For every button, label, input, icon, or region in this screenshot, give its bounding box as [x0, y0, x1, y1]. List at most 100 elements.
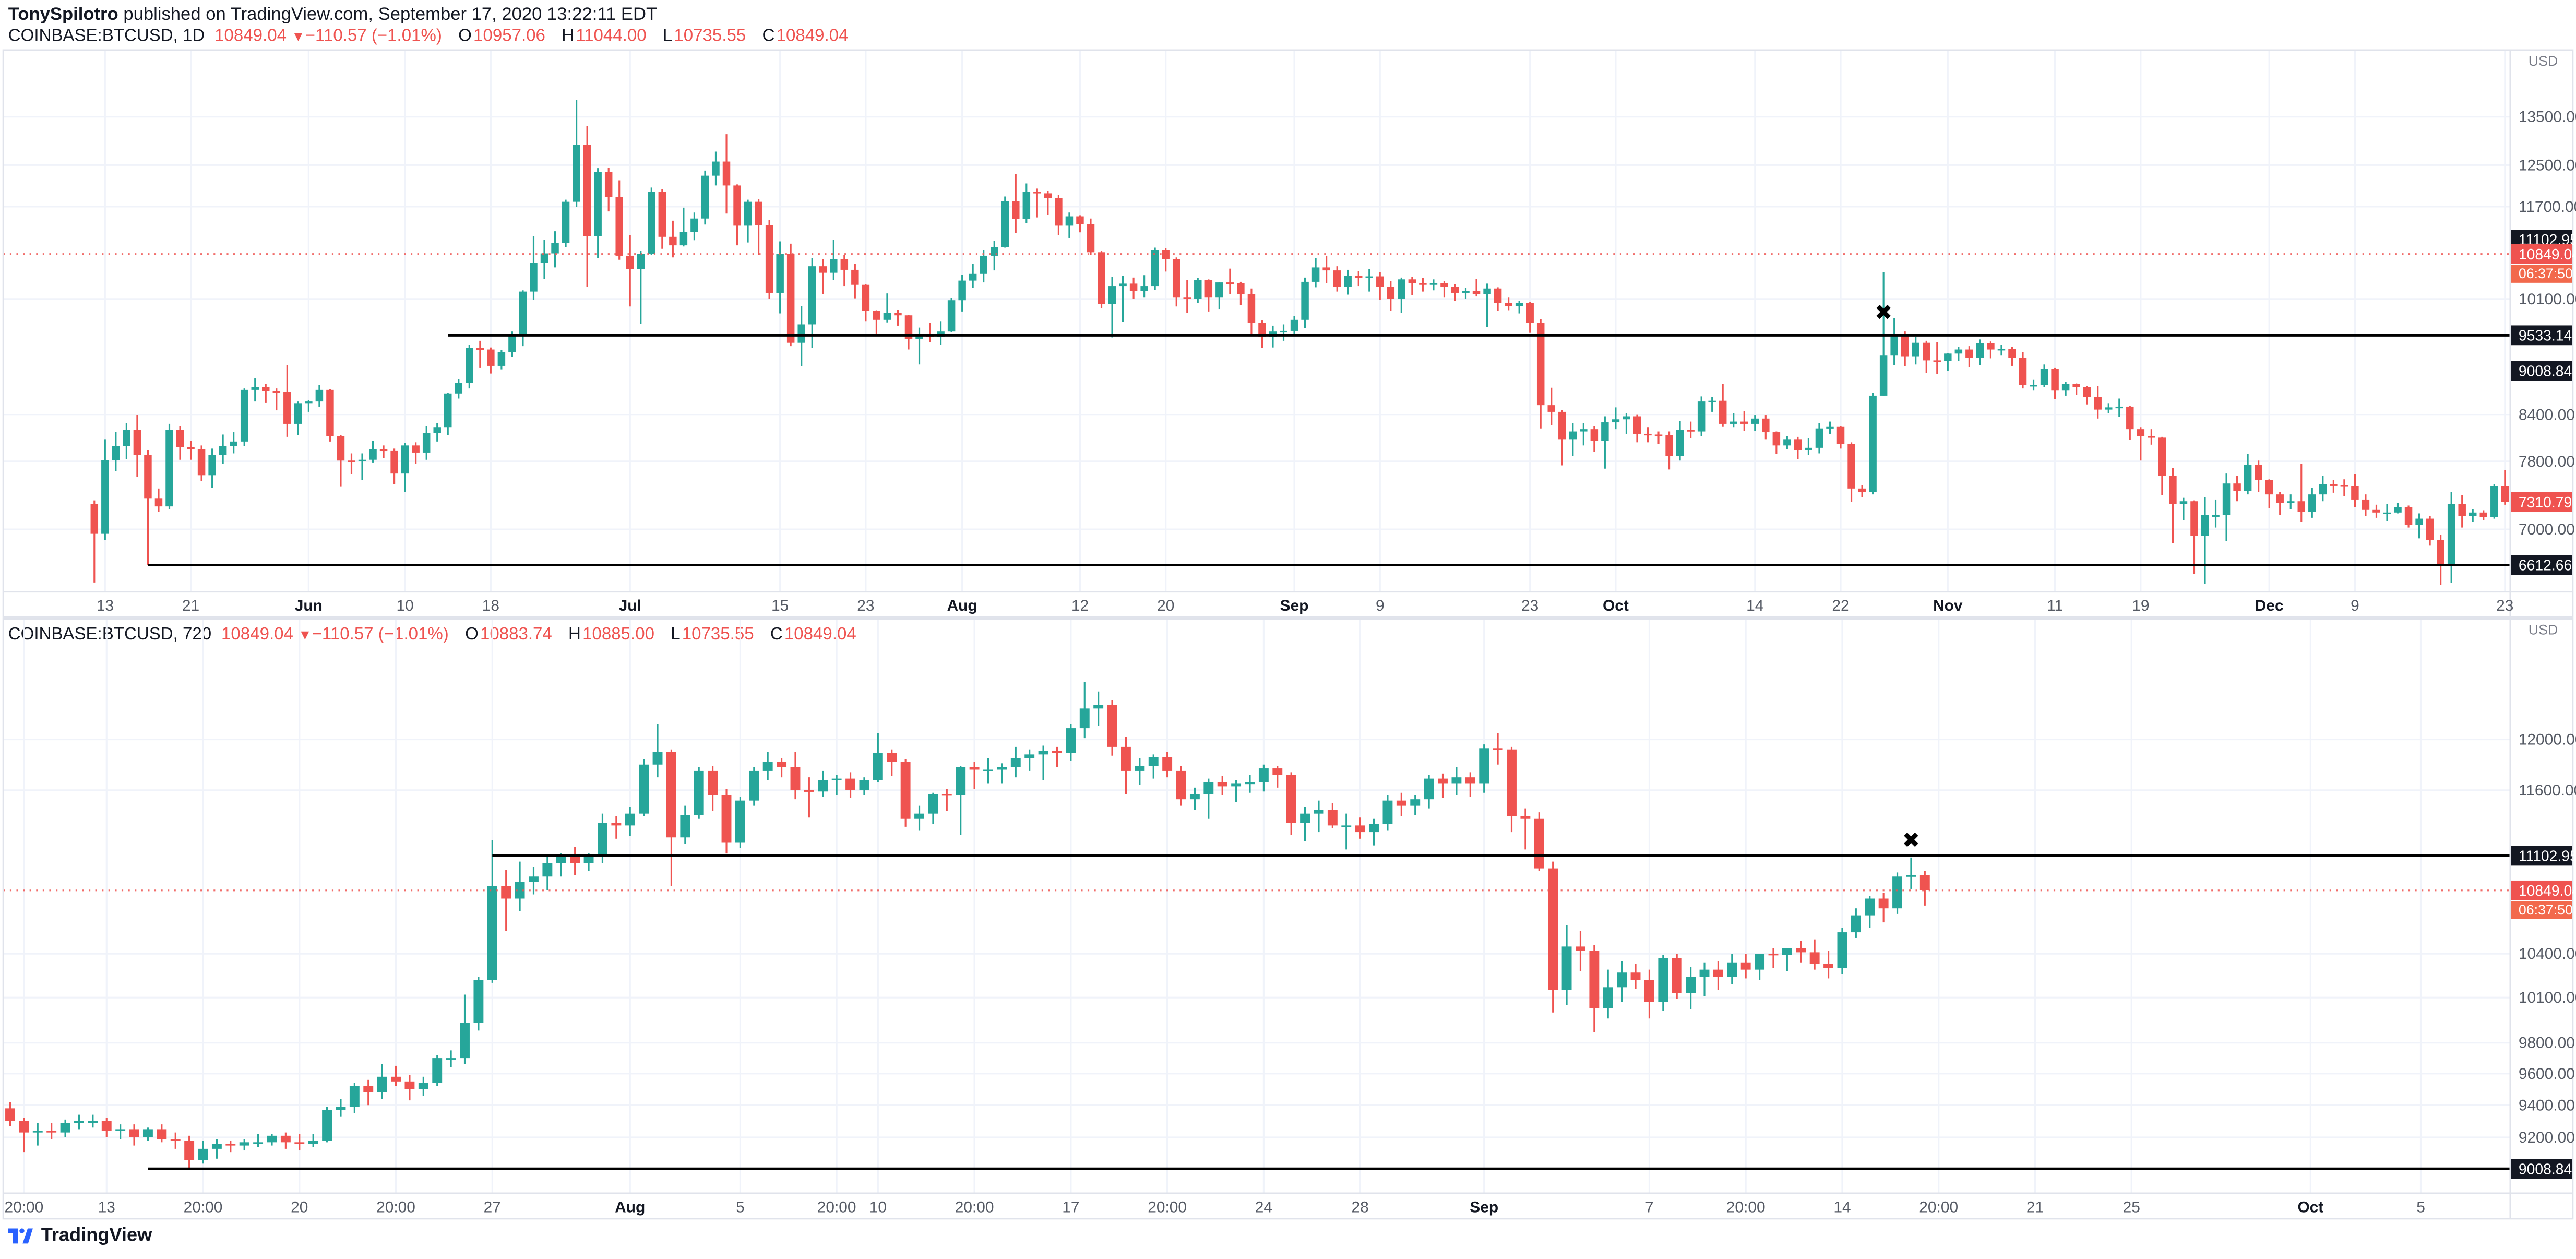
candle-body	[969, 767, 980, 770]
candle-body	[280, 1135, 291, 1143]
candle-body	[1033, 192, 1041, 194]
chart2-symbol[interactable]: COINBASE:BTCUSD, 720	[8, 624, 212, 645]
candle-body	[336, 1107, 346, 1110]
candle-body	[1365, 276, 1373, 278]
x-axis-tick-label: 28	[1352, 1198, 1369, 1216]
x-axis-tick-label: Aug	[615, 1198, 645, 1216]
y-axis-tick-label: 10400.00	[2519, 945, 2576, 963]
x-axis-tick-label: 23	[2496, 597, 2513, 614]
candle-body	[187, 447, 195, 449]
candle-body	[1204, 280, 1213, 298]
candle-body	[790, 767, 801, 790]
candle-body	[1507, 749, 1517, 816]
last-price-label	[2511, 880, 2572, 900]
candle-body	[1755, 954, 1765, 970]
candle-body	[1189, 794, 1200, 800]
candle-body	[337, 436, 345, 461]
candle-body	[1215, 282, 1223, 298]
x-axis-tick-label: Nov	[1933, 597, 1963, 614]
y-axis-tick-label: 12500.00	[2519, 157, 2576, 174]
candle-body	[2030, 385, 2037, 387]
candle-body	[712, 161, 720, 176]
candle-body	[859, 780, 869, 790]
candle-body	[519, 291, 527, 335]
candle-body	[2255, 464, 2262, 480]
candle-body	[2061, 384, 2070, 391]
candle-body	[1376, 276, 1384, 287]
candle-body	[1272, 768, 1283, 775]
candle-body	[349, 1086, 360, 1107]
candle-body	[2308, 494, 2316, 512]
candle-body	[887, 753, 897, 762]
candle-body	[225, 1144, 236, 1146]
candle-body	[112, 446, 120, 460]
candle-body	[2340, 485, 2348, 487]
y-axis-tick-label: 9400.00	[2519, 1097, 2575, 1114]
candle-body	[2415, 518, 2423, 525]
candle-body	[1713, 969, 1723, 977]
candle-body	[762, 762, 773, 771]
candle-body	[2008, 349, 2016, 358]
candlestick-chart-12h[interactable]: ✖ 12000.00 11600.00 10400.00 10100.00 9800.00…	[0, 617, 2576, 1220]
candle-body	[1079, 708, 1090, 729]
candle-body	[487, 886, 497, 980]
x-axis-tick-label: 7	[1645, 1198, 1654, 1216]
tradingview-brand-text[interactable]: TradingView	[41, 1226, 152, 1246]
candle-body	[418, 1083, 428, 1089]
candle-body	[377, 1076, 387, 1092]
candle-body	[1869, 395, 1877, 492]
candle-body	[956, 767, 966, 795]
x-axis-tick-label: Oct	[2297, 1198, 2323, 1216]
candle-body	[1699, 969, 1710, 977]
candle-body	[487, 349, 495, 366]
candle-body	[1772, 432, 1781, 446]
candle-body	[1465, 777, 1475, 784]
candle-body	[648, 192, 655, 254]
candle-body	[2158, 437, 2166, 476]
candle-body	[466, 348, 473, 383]
x-cross-mark-drawing[interactable]: ✖	[1875, 300, 1892, 325]
candle-body	[1601, 422, 1609, 441]
pane-border	[2, 49, 2574, 618]
candle-body	[1290, 319, 1298, 331]
candle-body	[1108, 286, 1116, 304]
candle-body	[1396, 800, 1406, 806]
candle-body	[1258, 323, 1266, 337]
candle-body	[2437, 540, 2444, 566]
x-axis-tick-label: Jun	[295, 597, 323, 614]
candle-body	[1644, 433, 1652, 436]
x-cross-mark-drawing[interactable]: ✖	[1902, 828, 1920, 853]
candle-body	[1162, 250, 1170, 259]
candle-body	[1826, 426, 1834, 429]
candle-body	[2212, 515, 2220, 517]
candle-body	[176, 430, 184, 447]
candle-body	[404, 1081, 415, 1089]
candle-body	[401, 445, 409, 474]
candle-body	[322, 1110, 332, 1141]
candle-body	[267, 1135, 277, 1143]
candle-body	[2148, 436, 2155, 438]
bar-countdown-text: 06:37:50	[2519, 902, 2573, 918]
candle-body	[390, 450, 398, 474]
x-axis-tick-label: 27	[484, 1198, 501, 1216]
candle-body	[1231, 783, 1242, 787]
candle-body	[363, 1086, 374, 1092]
candle-body	[1493, 748, 1503, 750]
x-axis-tick-label: 21	[182, 597, 199, 614]
candle-body	[583, 145, 591, 236]
price-label-text: 7310.79	[2519, 494, 2572, 511]
candlestick-chart-daily[interactable]: ✖ 13500.00 12500.00 11700.00 10100.00 8400.00…	[0, 49, 2576, 618]
y-axis-tick-label: 10100.00	[2519, 291, 2576, 308]
chart1-change: −110.57 (−1.01%)	[305, 26, 442, 46]
candle-body	[679, 232, 688, 246]
y-axis-tick-label: 10100.00	[2519, 989, 2576, 1006]
x-axis-tick-label: 20:00	[376, 1198, 415, 1216]
candle-body	[1805, 447, 1812, 450]
chart1-symbol[interactable]: COINBASE:BTCUSD, 1D	[8, 26, 205, 46]
tradingview-logo[interactable]	[8, 1226, 33, 1246]
chart1-open-label: O	[458, 26, 472, 46]
candle-body	[1462, 291, 1470, 293]
candle-body	[1129, 283, 1138, 291]
x-axis-tick-label: 25	[2123, 1198, 2140, 1216]
x-axis-tick-label: 20:00	[4, 1198, 43, 1216]
